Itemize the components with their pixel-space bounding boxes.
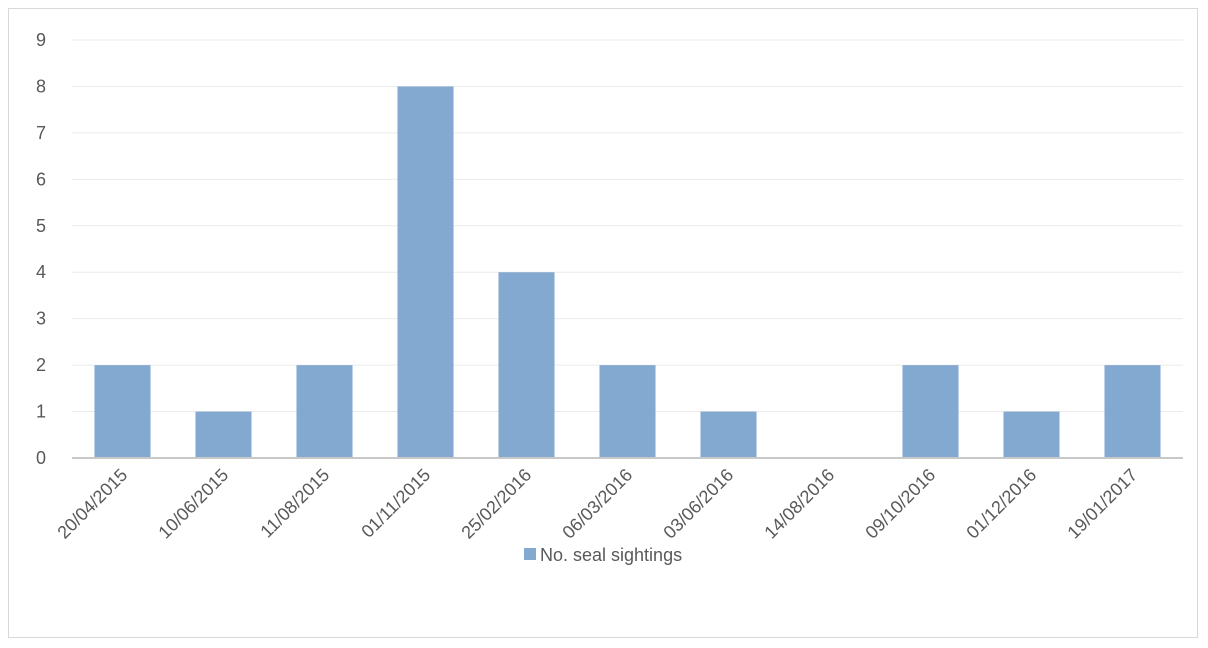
y-tick-label: 1: [36, 402, 46, 422]
x-tick-label: 19/01/2017: [1063, 465, 1141, 543]
x-tick-label: 03/06/2016: [659, 465, 737, 543]
y-tick-label: 9: [36, 30, 46, 50]
y-tick-label: 2: [36, 355, 46, 375]
x-tick-label: 11/08/2015: [256, 465, 333, 542]
x-tick-label: 06/03/2016: [558, 465, 636, 543]
y-tick-label: 7: [36, 123, 46, 143]
chart-frame: [8, 8, 1198, 638]
bar: [94, 365, 151, 458]
bar: [902, 365, 959, 458]
y-tick-label: 8: [36, 76, 46, 96]
bar: [498, 272, 555, 458]
x-tick-label: 01/12/2016: [962, 465, 1040, 543]
y-axis-ticks: 0 1 2 3 4 5 6 7 8 9: [36, 30, 46, 468]
legend: No. seal sightings: [524, 545, 682, 565]
bar: [700, 411, 757, 458]
bar: [1104, 365, 1161, 458]
x-tick-label: 25/02/2016: [457, 465, 535, 543]
bar: [195, 411, 252, 458]
x-axis-ticks: 20/04/2015 10/06/2015 11/08/2015 01/11/2015…: [53, 465, 1141, 543]
x-tick-label: 10/06/2015: [154, 465, 232, 543]
y-tick-label: 5: [36, 216, 46, 236]
bar: [397, 86, 454, 458]
legend-swatch: [524, 548, 536, 560]
y-tick-label: 3: [36, 309, 46, 329]
y-tick-label: 6: [36, 169, 46, 189]
x-tick-label: 09/10/2016: [861, 465, 939, 543]
bars: [94, 86, 1161, 458]
bar: [599, 365, 656, 458]
legend-label: No. seal sightings: [540, 545, 682, 565]
gridlines: [72, 39, 1183, 413]
x-tick-label: 14/08/2016: [760, 465, 838, 543]
x-tick-label: 01/11/2015: [357, 465, 434, 542]
y-tick-label: 0: [36, 448, 46, 468]
y-tick-label: 4: [36, 262, 46, 282]
x-tick-label: 20/04/2015: [53, 465, 131, 543]
bar: [296, 365, 353, 458]
bar: [1003, 411, 1060, 458]
